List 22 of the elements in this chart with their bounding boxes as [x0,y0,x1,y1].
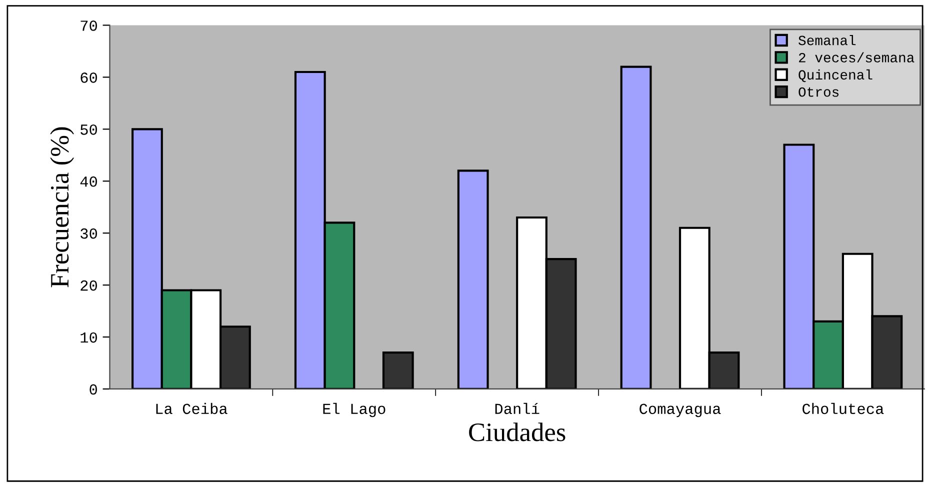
x-tick-label: La Ceiba [156,402,228,414]
y-tick-label: 60 [80,72,97,83]
x-tick-label: Comayagua [640,404,721,418]
x-axis-title: Ciudades [469,422,566,442]
legend-label: Quincenal [798,69,872,82]
bar [382,352,414,389]
bar [620,66,652,389]
y-tick-label: 0 [90,384,97,395]
y-tick-label: 50 [80,124,97,135]
y-tick-label: 10 [80,332,97,343]
y-tick-label: 40 [80,176,97,187]
y-axis-title: Frecuencia (%) [50,127,74,288]
legend-label: Semanal [798,35,856,46]
x-tick-label: Choluteca [802,402,884,414]
bar [457,170,489,389]
y-tick-label: 70 [80,20,97,31]
y-tick-label: 20 [80,280,97,291]
legend-label: 2 veces/semana [798,52,914,62]
x-tick-label: El Lago [323,402,386,418]
x-tick-label: Danlí [495,402,540,414]
y-tick-label: 30 [80,228,97,239]
legend-label: Otros [798,87,839,97]
